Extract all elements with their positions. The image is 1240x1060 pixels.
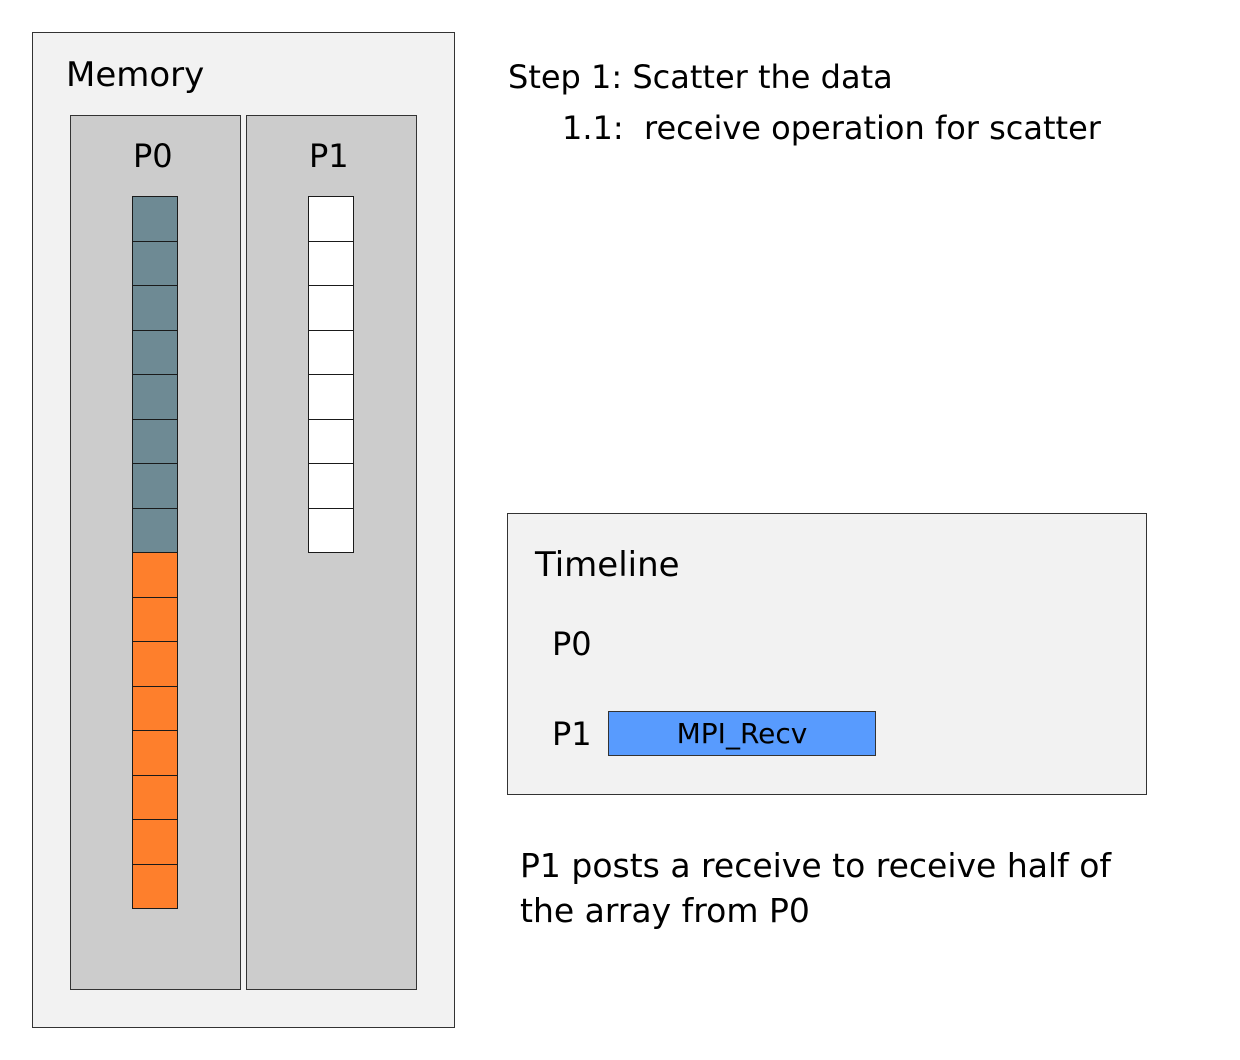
p1-memory-cell [308, 507, 354, 553]
p0-memory-cell [132, 685, 178, 731]
mpi-recv-label: MPI_Recv [676, 717, 808, 750]
p0-memory-cell [132, 463, 178, 509]
step-title: Step 1: Scatter the data [508, 58, 893, 96]
p1-memory-cell [308, 285, 354, 331]
p1-memory-cell [308, 374, 354, 420]
p0-memory-cell [132, 641, 178, 687]
p1-memory-cell [308, 240, 354, 286]
mpi-recv-event: MPI_Recv [608, 711, 876, 756]
p0-memory-cell [132, 596, 178, 642]
p0-memory-cell [132, 819, 178, 865]
p0-memory-cell [132, 196, 178, 242]
p0-memory-cell [132, 774, 178, 820]
p0-memory-cell [132, 374, 178, 420]
description-line-1: P1 posts a receive to receive half of [520, 846, 1112, 885]
p0-memory-cell [132, 507, 178, 553]
p0-memory-cell [132, 730, 178, 776]
p0-memory-cell [132, 418, 178, 464]
p1-memory-cell [308, 196, 354, 242]
p0-memory-cell [132, 329, 178, 375]
timeline-row-p1-label: P1 [552, 715, 592, 753]
p0-memory-cell [132, 240, 178, 286]
substep-title: 1.1: receive operation for scatter [562, 109, 1101, 147]
process-p0-label: P0 [133, 137, 173, 175]
memory-title: Memory [66, 55, 205, 95]
p1-array [308, 196, 354, 553]
p0-memory-cell [132, 285, 178, 331]
p0-memory-cell [132, 863, 178, 909]
description-line-2: the array from P0 [520, 891, 810, 930]
process-p1-label: P1 [309, 137, 349, 175]
p0-memory-cell [132, 552, 178, 598]
p0-array [132, 196, 178, 909]
timeline-title: Timeline [535, 545, 680, 585]
p1-memory-cell [308, 418, 354, 464]
p1-memory-cell [308, 329, 354, 375]
timeline-row-p0-label: P0 [552, 625, 592, 663]
p1-memory-cell [308, 463, 354, 509]
